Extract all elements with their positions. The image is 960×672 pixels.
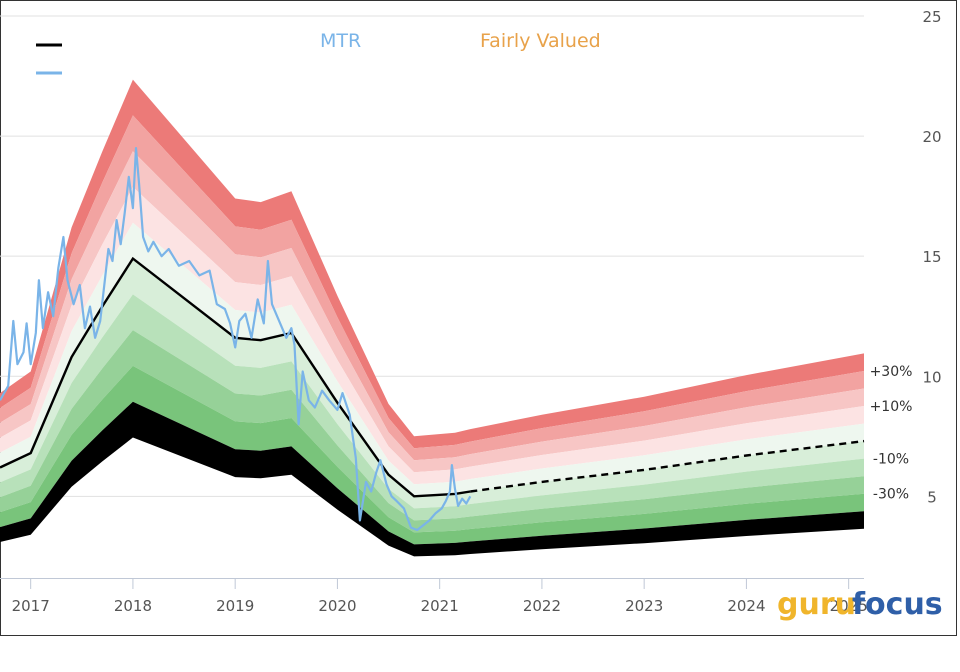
logo-focus-text: focus [852,587,943,622]
y-tick-label: 15 [922,248,941,266]
valuation-band [0,401,864,557]
x-tick-label: 2018 [114,597,152,615]
gurufocus-logo: guru focus [777,587,943,622]
band-label: -30% [873,487,909,503]
fair-value-line [0,256,865,498]
valuation-bands [0,79,864,557]
fair-value-historical-line [0,256,471,498]
y-tick-label: 25 [922,8,941,26]
band-label: +30% [870,364,913,380]
legend-mtr-label[interactable]: MTR [320,30,361,52]
y-axis-ticks: 25 20 15 10 5 [922,8,941,506]
x-tick-label: 2023 [625,597,663,615]
legend-fairly-valued-label[interactable]: Fairly Valued [480,30,601,52]
x-tick-label: 2022 [523,597,561,615]
price-line [0,147,472,532]
x-tick-label: 2024 [727,597,765,615]
x-tick-label: 2021 [421,597,459,615]
price-series [0,147,472,532]
band-label: +10% [870,399,913,415]
x-tick-label: 2019 [216,597,254,615]
y-tick-label: 20 [922,128,941,146]
logo-guru-text: guru [777,587,856,622]
band-label: -10% [873,452,909,468]
legend[interactable]: MTR Fairly Valued [36,30,601,75]
y-tick-label: 10 [922,368,941,386]
x-tick-label: 2025 [830,597,868,615]
fair-value-projected-line [470,439,865,493]
band-labels: +30% +10% -10% -30% [870,364,913,503]
x-tick-label: 2020 [318,597,356,615]
y-tick-label: 5 [927,488,937,506]
x-axis-ticks: 2017 2018 2019 2020 2021 2022 2023 2024 2025 [12,579,868,615]
x-tick-label: 2017 [12,597,50,615]
